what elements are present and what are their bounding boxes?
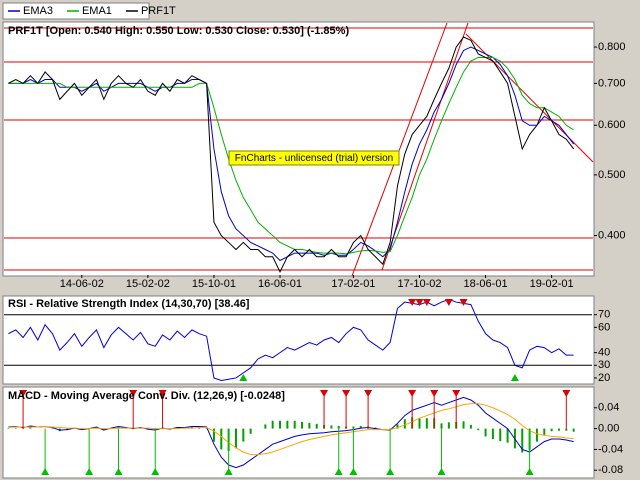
sell-signal [408, 299, 417, 306]
sell-signal [158, 390, 167, 397]
legend-label: EMA1 [82, 5, 112, 17]
buy-signal [386, 468, 395, 475]
watermark-box [228, 150, 400, 166]
watermark: FnCharts - unlicensed (trial) version [235, 153, 393, 164]
buy-signal [525, 468, 534, 475]
series-line [8, 396, 574, 469]
sell-signal [342, 390, 351, 397]
buy-signal [349, 468, 358, 475]
x-tick-label: 19-02-01 [530, 278, 574, 290]
trend-line [465, 33, 594, 163]
buy-signal [151, 468, 160, 475]
y-tick-label: -0.08 [598, 464, 623, 476]
x-tick-label: 16-06-01 [258, 278, 302, 290]
y-tick-label: 0.400 [598, 229, 626, 241]
x-tick-label: 17-10-02 [397, 278, 441, 290]
series-line [8, 299, 574, 381]
buy-signal [334, 468, 343, 475]
buy-signal [85, 468, 94, 475]
y-tick-label: 0.04 [598, 402, 619, 414]
y-tick-label: 0.700 [598, 77, 626, 89]
legend-label: PRF1T [141, 5, 176, 17]
sell-signal [364, 390, 373, 397]
sell-signal [19, 390, 28, 397]
macd-panel [2, 386, 595, 479]
sell-signal [422, 299, 431, 306]
sell-signal [430, 390, 439, 397]
y-tick-label: 40 [598, 347, 610, 359]
rsi-panel [2, 295, 595, 385]
buy-signal [41, 468, 50, 475]
y-tick-label: 70 [598, 309, 610, 321]
sell-signal [408, 390, 417, 397]
rsi-title: RSI - Relative Strength Index (14,30,70)… [8, 298, 250, 310]
buy-signal [224, 468, 233, 475]
buy-signal [437, 468, 446, 475]
series-line [8, 56, 574, 255]
plot-layer: 0.400 0.500 0.600 0.700 0.800 14-06-02 15-02-0… [4, 36, 626, 476]
legend-label: EMA3 [23, 5, 53, 17]
x-tick-label: 17-02-01 [331, 278, 375, 290]
macd-title: MACD - Moving Average Conv. Div. (12,26,… [8, 390, 285, 402]
x-tick-label: 15-10-01 [192, 278, 236, 290]
sell-signal [320, 390, 329, 397]
y-tick-label: 0.500 [598, 169, 626, 181]
drawing-tools [4, 22, 594, 277]
y-tick-label: -0.04 [598, 443, 623, 455]
buy-signal [239, 374, 248, 381]
y-tick-label: 0.600 [598, 119, 626, 131]
x-tick-label: 14-06-02 [60, 278, 104, 290]
y-tick-label: 0.800 [598, 41, 626, 53]
price-title: PRF1T [Open: 0.540 High: 0.550 Low: 0.53… [8, 25, 349, 37]
sell-signal [459, 299, 468, 306]
sell-signal [415, 299, 424, 306]
sell-signal [562, 390, 571, 397]
series-line [8, 46, 575, 262]
x-tick-label: 15-02-02 [126, 278, 170, 290]
sell-signal [129, 390, 138, 397]
buy-signal [114, 468, 123, 475]
y-tick-label: 20 [598, 372, 610, 384]
x-tick-label: 18-06-01 [464, 278, 508, 290]
series-line [8, 403, 574, 456]
sell-signal [444, 299, 453, 306]
sell-signal [452, 390, 461, 397]
y-tick-label: 0.00 [598, 423, 619, 435]
trend-line [381, 22, 469, 271]
buy-signal [510, 374, 519, 381]
y-tick-label: 30 [598, 359, 610, 371]
y-tick-label: 60 [598, 321, 610, 333]
series-line [8, 36, 575, 274]
trend-line [351, 22, 448, 277]
